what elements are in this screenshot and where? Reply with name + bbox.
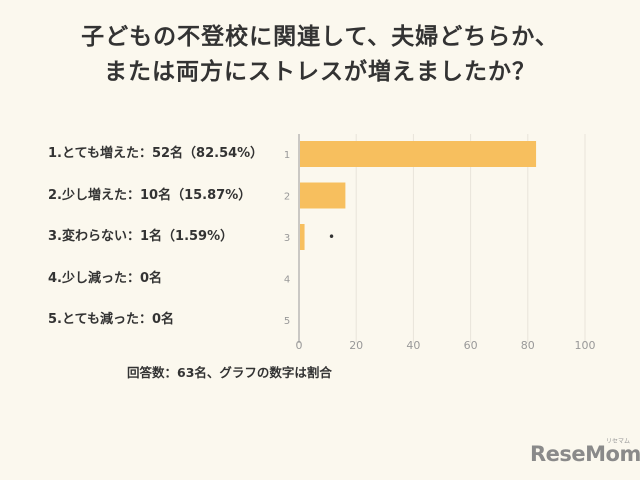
chart-title-line-2: または両方にストレスが増えましたか？ — [104, 59, 536, 85]
category-label-1: 1.とても増えた：52名（82.54%） — [48, 146, 264, 161]
category-label-3: 3.変わらない：1名（1.59%） — [48, 229, 234, 244]
chart-note: 回答数：63名、グラフの数字は割合 — [127, 365, 332, 380]
resemom-logo: ReseMom — [530, 442, 640, 466]
x-tick-label-0: 0 — [296, 339, 303, 352]
resemom-logo-kana: リセマム — [606, 438, 631, 445]
y-tick-label-2: 2 — [284, 192, 290, 203]
category-label-5: 5.とても減った：0名 — [48, 312, 174, 327]
y-tick-label-4: 4 — [284, 275, 290, 286]
bar-2 — [300, 182, 346, 209]
y-tick-label-1: 1 — [284, 150, 290, 161]
x-tick-label-1: 20 — [349, 339, 363, 352]
y-tick-label-3: 3 — [284, 233, 290, 244]
chart-title: 子どもの不登校に関連して、夫婦どちらか、 または両方にストレスが増えましたか？ — [0, 20, 640, 90]
category-label-2: 2.少し増えた：10名（15.87%） — [48, 187, 252, 203]
y-tick-label-5: 5 — [284, 316, 290, 327]
marker-dot: • — [328, 230, 335, 244]
x-tick-label-5: 100 — [575, 339, 596, 352]
chart-title-line-1: 子どもの不登校に関連して、夫婦どちらか、 — [81, 24, 559, 50]
bar-3 — [300, 224, 305, 250]
x-tick-label-2: 40 — [406, 339, 420, 352]
bar-1 — [300, 141, 537, 167]
x-tick-label-4: 80 — [521, 339, 535, 352]
x-tick-label-3: 60 — [464, 339, 478, 352]
category-label-4: 4.少し減った：0名 — [48, 270, 163, 286]
